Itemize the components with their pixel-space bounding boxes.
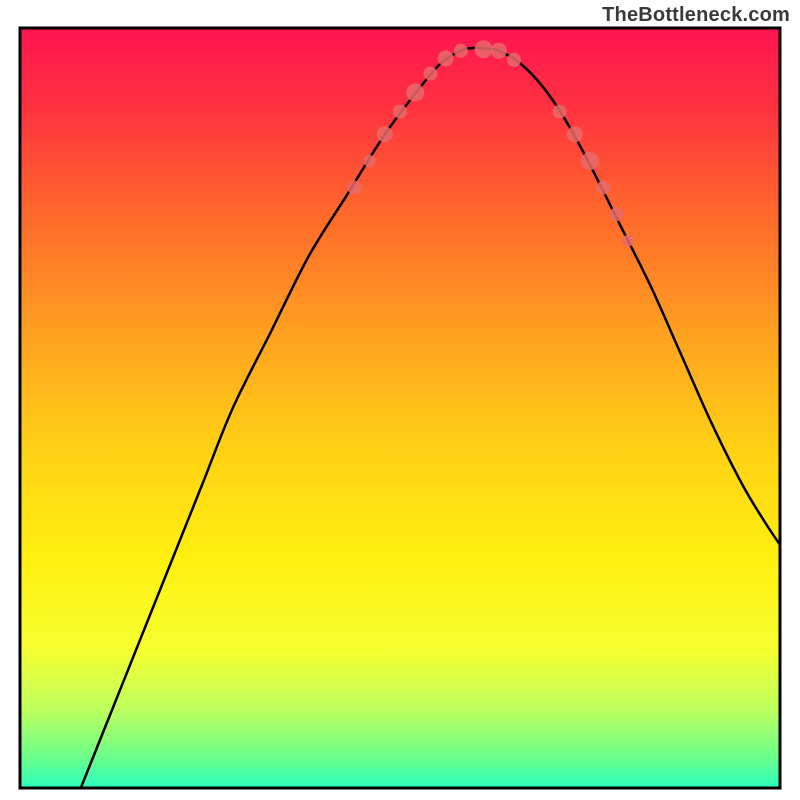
marker-dot (393, 105, 407, 119)
marker-dot (423, 67, 437, 81)
marker-dot (364, 155, 376, 167)
marker-dot (438, 50, 454, 66)
marker-dot (507, 53, 521, 67)
marker-dot (597, 181, 611, 195)
marker-dot (622, 235, 634, 247)
marker-dot (454, 44, 468, 58)
marker-dot (581, 152, 599, 170)
marker-dot (567, 126, 583, 142)
marker-dot (347, 181, 361, 195)
chart-root: TheBottleneck.com (0, 0, 800, 800)
marker-dot (610, 207, 624, 221)
curve-chart (0, 0, 800, 800)
marker-dot (475, 40, 493, 58)
watermark-text: TheBottleneck.com (602, 4, 790, 27)
marker-dot (491, 43, 507, 59)
marker-dot (377, 126, 393, 142)
marker-dot (553, 105, 567, 119)
marker-dot (406, 84, 424, 102)
plot-background (20, 28, 780, 788)
